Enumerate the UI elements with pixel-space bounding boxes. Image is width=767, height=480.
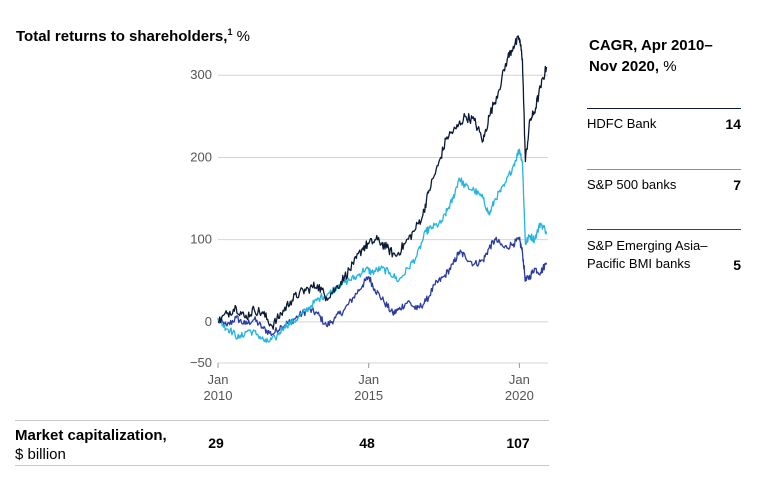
legend-value-hdfc: 14 bbox=[725, 116, 741, 132]
x-tick-year-0: 2010 bbox=[204, 388, 233, 403]
legend-name-emerging: S&P Emerging Asia–Pacific BMI banks bbox=[587, 238, 708, 271]
market-cap-2020: 107 bbox=[506, 435, 530, 451]
legend-entry-sp500: S&P 500 banks 7 bbox=[587, 169, 741, 210]
chart-series-lines bbox=[217, 35, 548, 344]
cagr-title: CAGR, Apr 2010– Nov 2020, % bbox=[589, 35, 713, 77]
x-tick-month-0: Jan bbox=[208, 372, 229, 387]
cagr-title-line2: Nov 2020, bbox=[589, 58, 660, 75]
y-tick-label-3: 0 bbox=[205, 314, 212, 329]
y-tick-label-2: 100 bbox=[190, 232, 212, 247]
market-cap-top-rule bbox=[15, 420, 549, 421]
series-line-2 bbox=[217, 35, 548, 330]
y-tick-label-1: 200 bbox=[190, 149, 212, 164]
chart-grid bbox=[218, 74, 548, 364]
market-cap-label-unit: $ billion bbox=[15, 446, 66, 463]
legend-entry-hdfc: HDFC Bank 14 bbox=[587, 108, 741, 149]
x-tick-month-1: Jan bbox=[358, 372, 379, 387]
y-axis-title: Total returns to shareholders,1 % bbox=[16, 22, 250, 47]
market-cap-label: Market capitalization, $ billion bbox=[15, 426, 167, 464]
y-axis-title-unit: % bbox=[232, 28, 250, 45]
y-axis-title-main: Total returns to shareholders, bbox=[16, 28, 228, 45]
y-tick-label-0: 300 bbox=[190, 67, 212, 82]
market-cap-label-main: Market capitalization, bbox=[15, 427, 167, 444]
y-tick-label-4: −50 bbox=[190, 355, 212, 370]
market-cap-bottom-rule bbox=[15, 465, 549, 466]
legend-name-sp500: S&P 500 banks bbox=[587, 177, 677, 192]
x-tick-year-1: 2015 bbox=[354, 388, 383, 403]
market-cap-2015: 48 bbox=[359, 435, 375, 451]
cagr-title-line1: CAGR, Apr 2010– bbox=[589, 37, 713, 54]
x-tick-year-2: 2020 bbox=[505, 388, 534, 403]
cagr-title-unit: % bbox=[659, 58, 677, 75]
series-line-0 bbox=[217, 236, 548, 337]
x-tick-month-2: Jan bbox=[509, 372, 530, 387]
series-line-1 bbox=[217, 148, 548, 344]
legend-value-emerging: 5 bbox=[733, 257, 741, 273]
y-axis-title-footnote: 1 bbox=[227, 27, 233, 37]
legend-entry-emerging: S&P Emerging Asia–Pacific BMI banks 5 bbox=[587, 229, 741, 280]
market-cap-2010: 29 bbox=[208, 435, 224, 451]
legend-value-sp500: 7 bbox=[733, 177, 741, 193]
y-axis-ticks: 300 200 100 0 −50 bbox=[190, 67, 212, 370]
legend-name-hdfc: HDFC Bank bbox=[587, 116, 657, 131]
